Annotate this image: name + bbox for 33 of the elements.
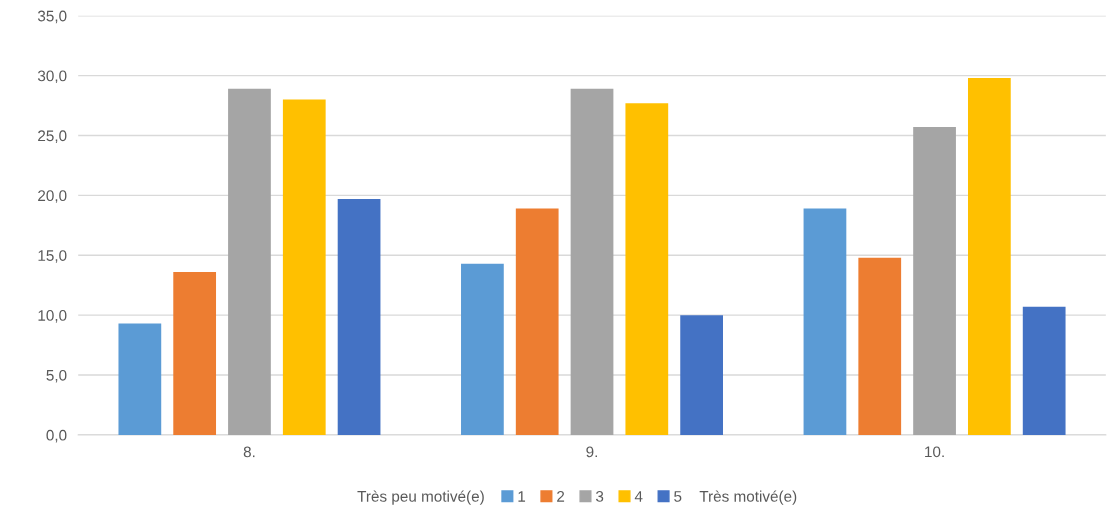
- bar: [858, 257, 902, 435]
- y-tick-label: 30,0: [37, 70, 67, 84]
- x-tick-label: 10.: [925, 446, 944, 458]
- legend-label: 1: [518, 491, 526, 502]
- y-tick-label: 20,0: [38, 190, 67, 203]
- legend-label: 4: [634, 491, 643, 502]
- x-tick-label: 9.: [586, 446, 597, 458]
- bar: [913, 127, 956, 435]
- bar: [118, 323, 162, 435]
- text: Très motivé(e): [699, 490, 797, 505]
- y-tick-label: 25,0: [38, 130, 67, 143]
- bar: [803, 208, 847, 435]
- bar: [515, 208, 559, 435]
- bar: [1022, 306, 1066, 435]
- legend-label: 2: [557, 490, 565, 502]
- bar: [228, 88, 271, 435]
- bar: [625, 103, 669, 435]
- legend-label: 3: [595, 490, 604, 502]
- bar: [173, 272, 217, 435]
- bar: [282, 99, 326, 435]
- legend-label: 5: [674, 491, 682, 502]
- text: Très peu motivé(e): [357, 490, 484, 505]
- y-tick-label: 5,0: [46, 369, 67, 383]
- bar: [967, 78, 1011, 435]
- bar: [570, 88, 614, 435]
- bar: [461, 263, 504, 435]
- y-tick-label: 35,0: [37, 10, 67, 24]
- y-tick-label: 15,0: [38, 250, 67, 263]
- bar: [337, 198, 381, 435]
- y-tick-label: 0,0: [46, 429, 67, 443]
- x-tick-label: 8.: [243, 446, 255, 458]
- bar: [680, 315, 723, 435]
- y-tick-label: 10,0: [38, 310, 67, 323]
